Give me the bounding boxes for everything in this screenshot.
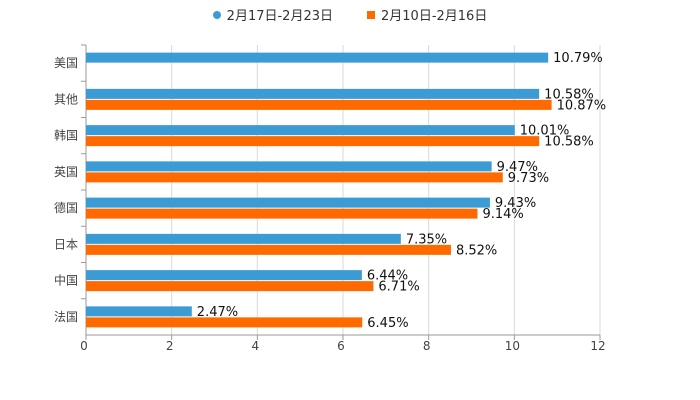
- bar-series-1: [86, 125, 515, 136]
- bar-series-1: [86, 52, 549, 63]
- legend-marker-series-1: [212, 10, 221, 19]
- bar-series-1: [86, 270, 362, 281]
- data-label-series-2: 8.52%: [456, 243, 497, 258]
- x-tick-label-4: 4: [252, 339, 260, 353]
- data-label-series-2: 9.73%: [508, 171, 549, 186]
- y-category-label: 中国: [54, 273, 78, 288]
- x-tick-label-12: 12: [590, 339, 605, 353]
- data-label-series-1: 7.35%: [406, 232, 447, 247]
- bar-series-1: [86, 161, 492, 172]
- bar-series-1: [86, 197, 490, 208]
- x-tick-label-8: 8: [423, 339, 431, 353]
- legend-label-series-2: 2月10日-2月16日: [381, 9, 488, 24]
- bar-series-2: [86, 99, 552, 110]
- data-label-series-2: 9.14%: [482, 207, 523, 222]
- y-category-label: 日本: [54, 237, 78, 251]
- data-label-series-1: 9.47%: [497, 160, 538, 175]
- y-category-label: 韩国: [54, 128, 78, 143]
- bar-series-2: [86, 281, 374, 292]
- x-tick-label-10: 10: [505, 339, 520, 353]
- x-tick-label-0: 0: [80, 339, 88, 353]
- y-category-label: 美国: [54, 56, 78, 70]
- bar-series-2: [86, 208, 478, 219]
- data-label-series-1: 10.58%: [544, 87, 594, 102]
- bar-series-2: [86, 136, 540, 147]
- legend-label-series-1: 2月17日-2月23日: [226, 9, 333, 24]
- bar-series-1: [86, 306, 192, 317]
- legend-item-series-1[interactable]: 2月17日-2月23日: [212, 5, 333, 24]
- y-category-label: 其他: [54, 92, 78, 106]
- bar-series-1: [86, 88, 540, 99]
- data-label-series-2: 10.58%: [544, 135, 594, 150]
- x-tick-label-6: 6: [337, 339, 345, 353]
- bar-series-2: [86, 172, 503, 183]
- legend-item-series-2[interactable]: 2月10日-2月16日: [367, 5, 487, 24]
- y-category-label: 德国: [54, 200, 78, 215]
- data-label-series-2: 6.45%: [367, 316, 408, 331]
- data-label-series-2: 6.71%: [378, 280, 419, 295]
- data-label-series-1: 9.43%: [495, 196, 536, 211]
- x-tick-label-2: 2: [166, 339, 174, 353]
- data-label-series-1: 10.79%: [553, 51, 603, 66]
- data-label-series-1: 6.44%: [367, 269, 408, 284]
- data-label-series-1: 10.01%: [520, 124, 570, 139]
- bar-series-2: [86, 317, 363, 328]
- data-label-series-2: 10.87%: [557, 98, 607, 113]
- bar-series-2: [86, 244, 451, 255]
- y-category-label: 法国: [54, 310, 78, 324]
- chart-legend: 2月17日-2月23日 2月10日-2月16日: [0, 5, 700, 24]
- data-label-series-1: 2.47%: [197, 305, 238, 320]
- bar-series-1: [86, 233, 401, 244]
- y-category-label: 英国: [54, 165, 78, 179]
- legend-marker-series-2: [367, 10, 375, 19]
